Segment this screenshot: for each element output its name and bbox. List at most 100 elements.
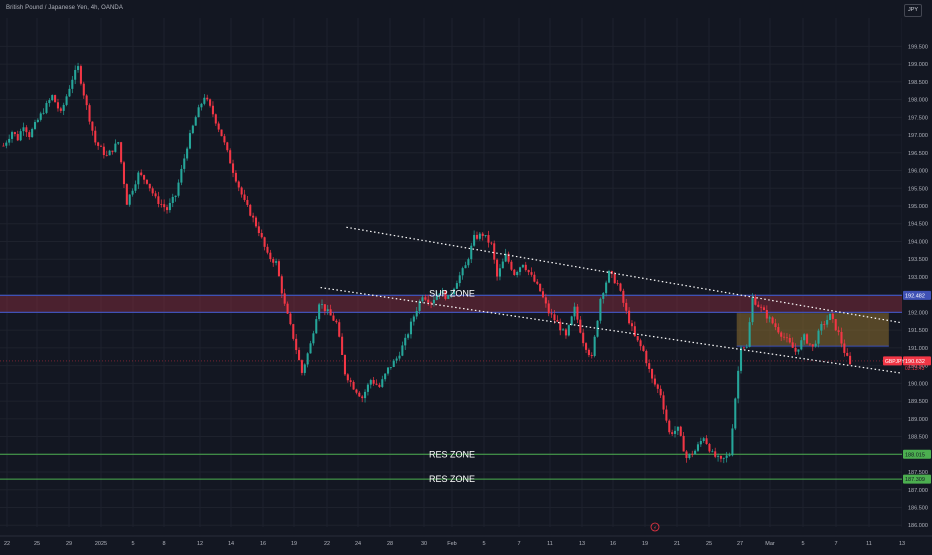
candle-body-121 xyxy=(349,380,352,382)
res-zone-2-price-tag: 187.309 xyxy=(905,477,925,483)
candle-body-142 xyxy=(409,321,413,335)
candle-body-258 xyxy=(742,347,745,349)
candle-body-85 xyxy=(246,199,249,205)
candle-body-49 xyxy=(143,175,146,180)
candle-body-31 xyxy=(91,121,94,131)
candle-body-81 xyxy=(234,172,237,182)
candle-body-187 xyxy=(539,283,542,292)
candle-body-286 xyxy=(823,323,826,325)
time-tick-9: 19 xyxy=(291,541,297,547)
candle-body-269 xyxy=(774,323,777,328)
price-tick-19: 190.000 xyxy=(908,381,928,387)
candle-body-166 xyxy=(478,233,481,239)
price-tick-2: 198.500 xyxy=(908,80,928,86)
candle-body-14 xyxy=(42,112,45,114)
candle-body-111 xyxy=(320,304,324,306)
candle-body-76 xyxy=(220,129,223,137)
candle-body-69 xyxy=(200,103,203,108)
candle-body-163 xyxy=(470,245,473,260)
candle-body-127 xyxy=(366,384,369,392)
candle-body-137 xyxy=(395,358,398,361)
candle-body-250 xyxy=(719,455,722,459)
time-tick-11: 24 xyxy=(355,541,361,547)
candle-body-184 xyxy=(530,272,533,275)
candle-body-213 xyxy=(613,273,616,284)
time-tick-18: 13 xyxy=(579,541,585,547)
candle-body-158 xyxy=(455,283,458,289)
candle-body-45 xyxy=(131,190,134,195)
candle-body-157 xyxy=(452,288,456,295)
candle-body-255 xyxy=(734,398,737,429)
candle-body-21 xyxy=(62,104,65,111)
candle-body-104 xyxy=(300,360,303,373)
candle-body-205 xyxy=(590,355,593,356)
candle-body-182 xyxy=(524,264,527,271)
time-tick-28: 13 xyxy=(899,541,905,547)
candle-body-174 xyxy=(501,261,504,269)
candle-body-99 xyxy=(286,303,289,314)
candle-body-54 xyxy=(157,196,160,204)
candle-body-241 xyxy=(694,450,697,455)
current-price-tag: 190.632 xyxy=(905,359,925,365)
price-tick-25: 187.000 xyxy=(908,488,928,494)
price-tick-18: 190.500 xyxy=(908,364,928,370)
candle-body-265 xyxy=(762,307,766,310)
candle-body-167 xyxy=(481,233,484,236)
candle-body-177 xyxy=(510,261,513,270)
time-tick-16: 7 xyxy=(517,541,520,547)
candle-body-209 xyxy=(602,293,605,299)
candle-body-150 xyxy=(432,299,435,304)
candle-body-29 xyxy=(85,95,88,106)
candle-body-112 xyxy=(323,304,326,311)
candle-body-84 xyxy=(243,194,246,200)
candle-body-243 xyxy=(699,441,702,445)
candle-body-63 xyxy=(183,158,186,169)
candle-body-52 xyxy=(151,188,154,194)
candle-body-106 xyxy=(306,353,309,365)
candle-body-264 xyxy=(760,306,763,308)
price-tick-16: 191.500 xyxy=(908,328,928,334)
candle-body-59 xyxy=(171,196,174,203)
candle-body-194 xyxy=(559,321,562,331)
candle-body-18 xyxy=(54,95,57,103)
price-tick-22: 188.500 xyxy=(908,435,928,441)
candle-body-287 xyxy=(826,319,829,325)
candle-body-171 xyxy=(493,243,496,260)
candle-body-249 xyxy=(717,455,720,457)
candle-body-290 xyxy=(834,319,837,331)
time-tick-7: 14 xyxy=(228,541,234,547)
candle-body-201 xyxy=(579,319,582,333)
candle-body-160 xyxy=(461,268,464,276)
candle-body-256 xyxy=(737,370,740,399)
candle-body-165 xyxy=(475,234,479,239)
candle-body-170 xyxy=(490,242,493,244)
time-tick-13: 30 xyxy=(421,541,427,547)
currency-button[interactable]: JPY xyxy=(904,4,922,17)
candle-body-132 xyxy=(381,379,384,387)
candle-body-293 xyxy=(843,343,846,353)
range-box xyxy=(736,313,889,347)
candle-body-57 xyxy=(165,207,169,211)
zone-layer xyxy=(0,294,902,480)
res-zone-1-price-tag-bg xyxy=(903,449,931,459)
candle-body-94 xyxy=(272,259,275,263)
candle-body-10 xyxy=(31,128,34,138)
candle-series xyxy=(2,62,852,464)
candle-body-38 xyxy=(111,150,114,152)
candle-body-233 xyxy=(671,432,674,434)
candle-body-218 xyxy=(628,310,631,324)
candle-body-130 xyxy=(375,383,378,385)
candle-body-266 xyxy=(765,309,768,319)
candle-body-3 xyxy=(11,132,14,139)
time-tick-1: 25 xyxy=(34,541,40,547)
candle-body-77 xyxy=(223,136,226,143)
candle-body-98 xyxy=(283,293,286,304)
candle-body-259 xyxy=(745,346,748,348)
candle-body-181 xyxy=(521,264,524,268)
candle-body-80 xyxy=(232,163,235,173)
trendline-lower-channel xyxy=(320,286,932,379)
price-tick-7: 196.000 xyxy=(908,169,928,175)
candle-body-74 xyxy=(214,114,217,124)
